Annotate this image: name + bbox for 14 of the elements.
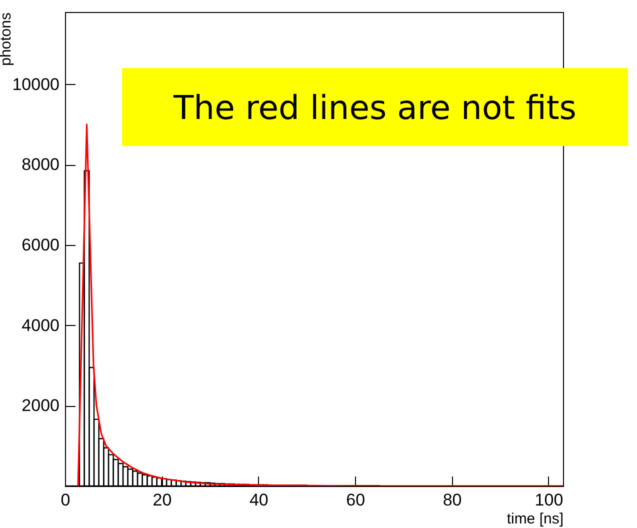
- y-tick-label: 2000: [22, 396, 60, 416]
- x-tick-label: 80: [442, 490, 462, 510]
- y-tick-label: 4000: [22, 316, 60, 335]
- y-tick-label: 8000: [22, 155, 60, 174]
- x-tick-label: 0: [60, 490, 70, 510]
- y-tick-label: 10000: [12, 74, 60, 94]
- annotation: The red lines are not fits: [122, 68, 628, 146]
- x-axis-title: time [ns]: [506, 510, 564, 528]
- x-tick-label: 40: [249, 490, 268, 510]
- x-tick-label: 60: [346, 490, 366, 510]
- y-axis-title: photons: [0, 12, 14, 66]
- x-tick-label: 20: [152, 490, 172, 510]
- y-tick-label: 6000: [22, 235, 60, 254]
- x-tick-label: 100: [534, 490, 564, 510]
